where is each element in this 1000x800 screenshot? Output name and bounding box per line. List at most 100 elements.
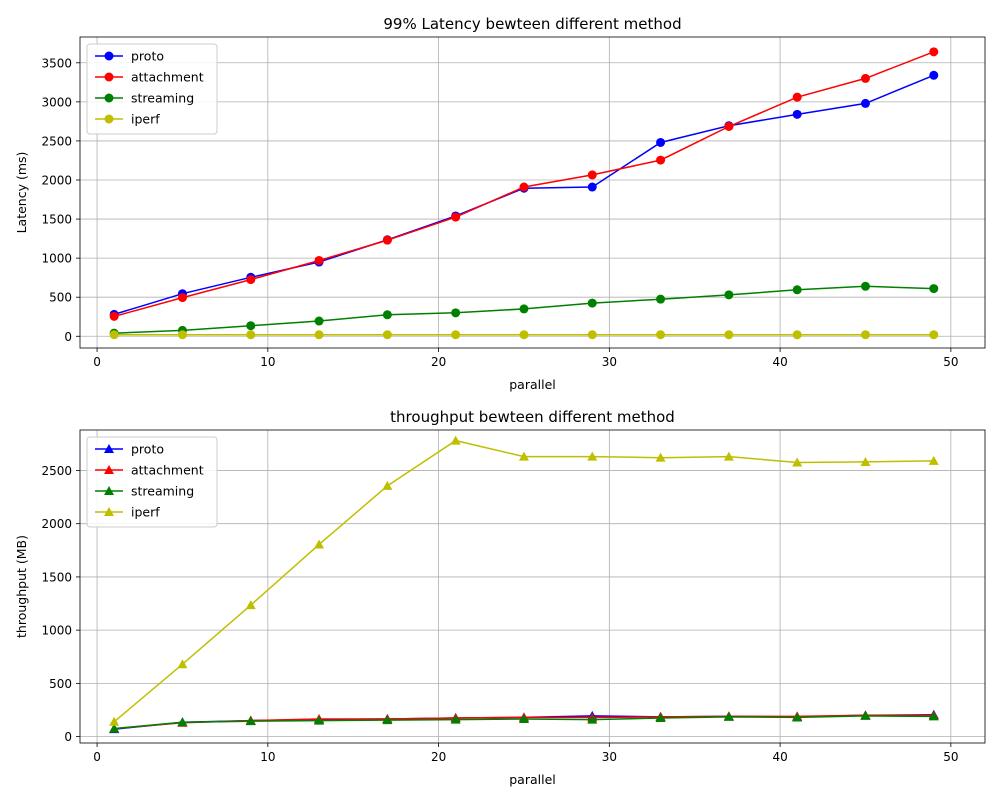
legend-label: iperf [131,112,160,127]
x-tick-label: 20 [431,355,446,369]
legend-marker [104,465,114,474]
x-tick-label: 10 [260,355,275,369]
y-tick-label: 2000 [41,517,72,531]
data-point [382,235,392,245]
legend-marker [104,507,114,516]
plot-frame [79,36,986,349]
legend-marker [104,72,114,82]
data-point [109,723,120,733]
x-tick-label: 0 [93,355,101,369]
legend-label: attachment [131,70,204,85]
data-point [860,710,871,720]
y-tick-label: 1000 [41,624,72,638]
y-tick-label: 2500 [41,464,72,478]
data-point [587,298,597,308]
data-point [723,711,734,721]
y-tick-label: 500 [49,677,72,691]
data-point [450,435,461,445]
data-point [587,714,598,724]
data-point [656,294,666,304]
data-point [382,480,393,490]
legend-item-iperf: iperf [95,505,160,520]
chart-panel-2: 0 10 20 30 40 5005001000150020002500throughpu… [14,408,986,787]
data-point [314,330,324,340]
series-attachment [109,47,939,321]
data-point [109,716,120,726]
data-point [792,457,803,467]
data-point [860,73,870,83]
data-point [518,714,529,724]
legend-item-attachment: attachment [95,70,204,85]
y-tick-label: 0 [64,330,72,344]
data-point [792,92,802,102]
data-point [792,712,803,722]
data-point [245,716,256,726]
data-point [246,275,256,285]
x-tick-label: 40 [772,355,787,369]
x-tick-label: 30 [602,750,617,764]
legend-box [86,436,218,528]
data-point [792,109,802,119]
legend-item-proto: proto [95,49,164,64]
data-point [451,308,461,318]
legend-item-streaming: streaming [95,91,194,106]
chart-title: 99% Latency bewteen different method [383,15,681,33]
data-point [723,451,734,461]
legend-label: streaming [131,484,194,499]
data-point [724,121,734,131]
series-streaming [109,710,939,733]
legend-label: proto [131,442,164,457]
data-point [518,451,529,461]
data-point [656,330,666,340]
x-axis-label: parallel [509,772,556,787]
data-point [860,281,870,291]
data-point [929,47,939,57]
data-point [519,304,529,314]
series-iperf [109,330,939,340]
data-point [587,451,598,461]
data-point [382,310,392,320]
y-tick-label: 1500 [41,213,72,227]
y-tick-label: 0 [64,730,72,744]
x-tick-label: 20 [431,750,446,764]
y-tick-label: 3500 [41,56,72,70]
data-point [929,330,939,340]
plot-frame [79,429,986,744]
data-point [928,711,939,721]
data-point [656,155,666,165]
data-point [382,330,392,340]
data-point [587,330,597,340]
data-point [792,330,802,340]
data-point [519,330,529,340]
y-tick-label: 500 [49,291,72,305]
legend-label: iperf [131,505,160,520]
data-point [860,98,870,108]
data-point [860,456,871,466]
data-point [177,659,188,669]
data-point [928,455,939,465]
data-point [109,330,119,340]
series-line [113,439,934,723]
data-point [451,212,461,222]
y-tick-label: 1000 [41,252,72,266]
data-point [587,170,597,180]
x-tick-label: 40 [772,750,787,764]
y-tick-label: 2000 [41,173,72,187]
data-point [655,452,666,462]
data-point [587,182,597,192]
y-axis-label: Latency (ms) [14,152,29,234]
x-tick-label: 0 [93,750,101,764]
legend-item-streaming: streaming [95,484,194,499]
y-axis-label: throughput (MB) [14,535,29,638]
legend-marker [104,114,114,124]
y-tick-label: 3000 [41,95,72,109]
data-point [860,330,870,340]
y-tick-label: 1500 [41,570,72,584]
series-iperf [109,435,939,726]
data-point [314,539,325,549]
legend-item-proto: proto [95,442,164,457]
data-point [450,714,461,724]
legend-marker [104,93,114,103]
series-streaming [109,281,939,338]
data-point [929,284,939,294]
